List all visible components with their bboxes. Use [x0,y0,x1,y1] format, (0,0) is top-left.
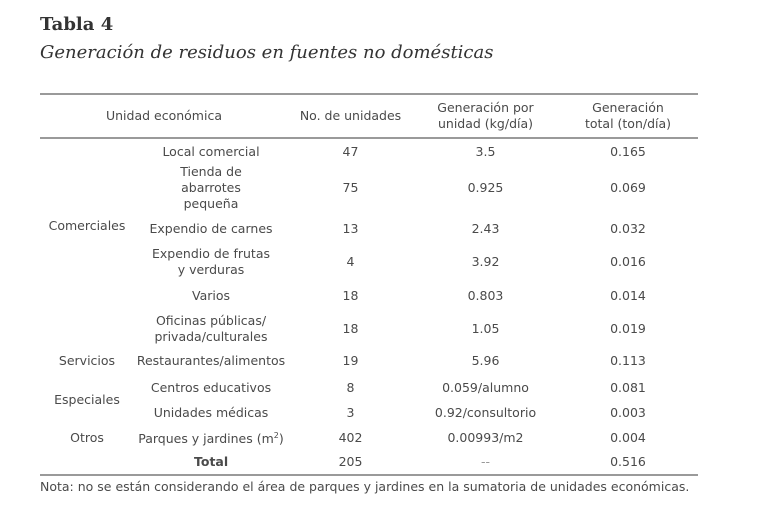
header-unit: Unidad económica [105,108,222,123]
unit-cell: Restaurantes/alimentos [136,352,286,368]
category-cell: Especiales [54,392,120,407]
header-total: Generación total (ton/día) [584,100,672,131]
total-cell: 0.004 [610,429,646,445]
total-row: Total 205 -- 0.516 [40,450,698,475]
total-cell: 0.014 [610,287,646,303]
category-cell: Otros [70,429,104,445]
count-cell: 3 [346,404,355,420]
count-cell: 47 [342,143,359,159]
total-cell: 0.032 [610,220,646,236]
total-cell: 0.165 [610,143,646,159]
unit-cell: Parques y jardines (m2) [134,425,288,450]
unit-cell: Oficinas públicas/ privada/culturales [154,313,268,344]
table-row: Tienda de abarrotes pequeña 75 0.925 0.0… [40,164,698,212]
unit-cell: Centros educativos [150,379,272,395]
count-cell: 19 [342,352,359,368]
empty-cell [40,450,134,475]
count-cell: 402 [338,429,363,445]
per-unit-cell: 0.92/consultorio [434,404,537,420]
per-unit-cell: 0.925 [467,180,504,195]
table-row: Comerciales Local comercial 47 3.5 0.165 [40,138,698,233]
count-cell: 4 [346,254,355,269]
superscript: 2 [273,430,279,440]
total-cell: 0.003 [610,404,646,420]
unit-text: Parques y jardines (m [138,431,274,447]
header-row: Unidad económica No. de unidades Generac… [40,94,698,138]
total-per-unit: -- [480,454,491,469]
unit-cell: Unidades médicas [153,404,269,420]
total-label: Total [194,454,229,469]
count-cell: 18 [342,321,359,336]
per-unit-cell: 1.05 [471,321,500,336]
count-cell: 8 [346,379,355,395]
total-count: 205 [338,454,363,469]
total-cell: 0.081 [610,379,646,395]
table-row: Otros Parques y jardines (m2) 402 0.0099… [40,425,698,450]
per-unit-cell: 0.00993/m2 [447,429,524,445]
table-number: Tabla 4 [40,14,114,35]
table-row: Especiales Centros educativos 8 0.059/al… [40,375,698,408]
table-note: Nota: no se están considerando el área d… [40,479,690,494]
header-count: No. de unidades [299,108,402,123]
table-row: Expendio de frutas y verduras 4 3.92 0.0… [40,245,698,279]
total-cell: 0.019 [610,321,646,336]
count-cell: 13 [342,220,359,236]
unit-cell: Local comercial [162,143,260,159]
unit-text-end: ) [278,431,284,447]
unit-cell: Expendio de frutas y verduras [152,246,271,277]
table-title: Generación de residuos en fuentes no dom… [40,42,494,63]
per-unit-cell: 0.059/alumno [442,379,529,395]
per-unit-cell: 3.92 [471,254,500,269]
total-cell: 0.016 [610,254,646,269]
table-row: Expendio de carnes 13 2.43 0.032 [40,212,698,245]
per-unit-cell: 2.43 [471,220,500,236]
count-cell: 18 [342,287,359,303]
waste-generation-table: Unidad económica No. de unidades Generac… [40,93,698,476]
per-unit-cell: 5.96 [471,352,500,368]
table-row: Restaurantes/alimentos 19 5.96 0.113 [40,346,698,375]
unit-cell: Expendio de carnes [149,220,273,236]
table-row: Servicios Oficinas públicas/ privada/cul… [40,312,698,368]
unit-cell: Varios [191,287,230,303]
table-row: Unidades médicas 3 0.92/consultorio 0.00… [40,400,698,425]
total-cell: 0.069 [610,180,646,195]
total-total: 0.516 [610,454,646,469]
per-unit-cell: 3.5 [475,143,496,159]
count-cell: 75 [342,180,359,195]
category-cell: Comerciales [48,217,126,233]
per-unit-cell: 0.803 [467,287,504,303]
table-row: Varios 18 0.803 0.014 [40,279,698,312]
total-cell: 0.113 [610,352,646,368]
header-per-unit: Generación por unidad (kg/día) [437,100,534,131]
unit-cell: Tienda de abarrotes pequeña [180,164,242,211]
category-cell: Servicios [58,353,116,368]
